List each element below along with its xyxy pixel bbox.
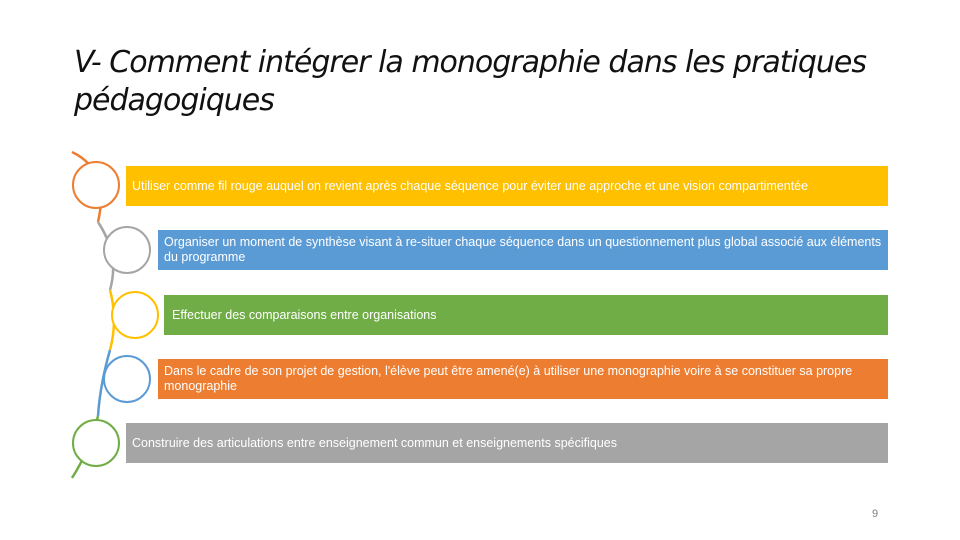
bullet-circle-2 xyxy=(103,226,151,274)
list-item-3: Effectuer des comparaisons entre organis… xyxy=(164,295,888,335)
list-item-3-text: Effectuer des comparaisons entre organis… xyxy=(172,307,437,322)
list-item-4-text: Dans le cadre de son projet de gestion, … xyxy=(164,364,853,393)
list-item-2: Organiser un moment de synthèse visant à… xyxy=(158,230,888,270)
bullet-circle-4 xyxy=(103,355,151,403)
bullet-circle-3 xyxy=(111,291,159,339)
slide-title: V- Comment intégrer la monographie dans … xyxy=(74,45,867,118)
list-item-4: Dans le cadre de son projet de gestion, … xyxy=(158,359,888,399)
list-item-2-text: Organiser un moment de synthèse visant à… xyxy=(164,235,882,264)
list-item-5: Construire des articulations entre ensei… xyxy=(126,423,888,463)
page-number: 9 xyxy=(872,508,879,520)
arc-segment-4 xyxy=(96,349,112,417)
list-item-1-text: Utiliser comme fil rouge auquel on revie… xyxy=(132,178,809,193)
list-item-1: Utiliser comme fil rouge auquel on revie… xyxy=(126,166,888,206)
list-item-5-text: Construire des articulations entre ensei… xyxy=(132,435,617,450)
bullet-circle-1 xyxy=(72,161,120,209)
bullet-circle-5 xyxy=(72,419,120,467)
